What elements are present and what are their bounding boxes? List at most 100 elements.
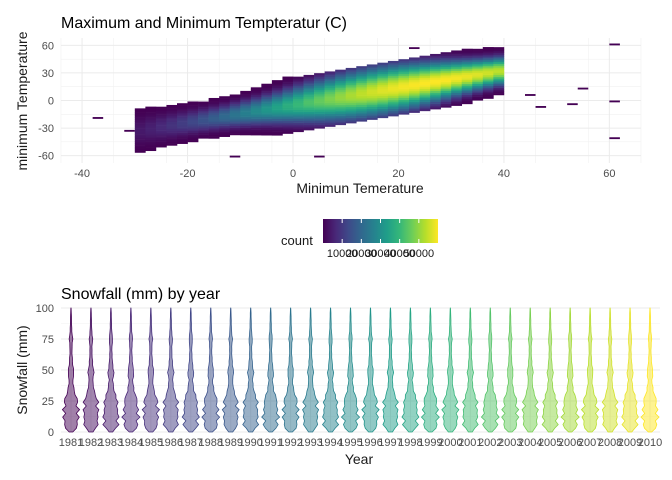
heatmap-cell bbox=[282, 78, 294, 81]
heatmap-cell bbox=[472, 56, 484, 59]
heatmap-cell bbox=[377, 101, 389, 104]
heatmap-cell bbox=[409, 88, 420, 91]
heatmap-cell bbox=[229, 116, 241, 119]
heatmap-cell bbox=[314, 76, 325, 79]
heatmap-cell bbox=[198, 129, 209, 132]
heatmap-cell bbox=[261, 124, 273, 127]
heatmap-cell bbox=[208, 101, 220, 104]
heatmap-cell bbox=[261, 114, 273, 118]
heatmap-cell bbox=[387, 101, 399, 104]
heatmap-cell bbox=[377, 88, 389, 91]
heatmap-cell bbox=[261, 91, 273, 94]
heatmap-cell bbox=[166, 114, 178, 117]
heatmap-cell bbox=[177, 128, 188, 132]
heatmap-cell bbox=[250, 92, 262, 95]
heatmap-cell bbox=[177, 105, 188, 108]
heatmap-cell bbox=[145, 145, 157, 148]
heatmap-cell bbox=[482, 63, 494, 66]
heatmap-cell bbox=[303, 122, 315, 125]
heatmap-cell bbox=[240, 125, 252, 128]
heatmap-cell bbox=[187, 121, 199, 124]
heatmap-cell bbox=[155, 106, 167, 109]
heatmap-cell bbox=[219, 132, 231, 136]
heatmap-cell bbox=[356, 115, 368, 118]
heatmap-cell bbox=[409, 70, 420, 73]
heatmap-cell bbox=[324, 117, 336, 120]
heatmap-cell bbox=[366, 110, 378, 113]
heatmap-cell bbox=[293, 117, 304, 120]
heatmap-cell bbox=[472, 57, 484, 61]
heatmap-cell bbox=[293, 100, 304, 103]
heatmap-cell bbox=[377, 86, 389, 89]
heatmap-cell bbox=[356, 117, 368, 120]
heatmap-cell bbox=[324, 104, 336, 107]
heatmap-cell bbox=[229, 96, 241, 99]
heatmap-cell bbox=[493, 91, 505, 94]
heatmap-cell bbox=[387, 73, 399, 76]
heatmap-cell bbox=[250, 96, 262, 99]
heatmap-cell bbox=[145, 136, 157, 139]
heatmap-cell bbox=[219, 103, 231, 106]
heatmap-cell bbox=[166, 112, 178, 115]
heatmap-cell bbox=[229, 131, 241, 134]
heatmap-cell bbox=[208, 131, 220, 134]
heatmap-cell bbox=[134, 123, 146, 126]
heatmap-cell bbox=[229, 111, 241, 114]
heatmap-cell bbox=[208, 123, 220, 126]
heatmap-cell bbox=[303, 82, 315, 85]
heatmap-cell bbox=[208, 105, 220, 108]
heatmap-cell bbox=[293, 111, 304, 114]
heatmap-cell bbox=[472, 78, 484, 81]
heatmap-cell bbox=[398, 64, 410, 67]
heatmap-cell bbox=[440, 103, 452, 106]
heatmap-cell bbox=[303, 100, 315, 103]
heatmap-cell bbox=[177, 117, 188, 121]
heatmap-cell bbox=[145, 117, 157, 120]
heatmap-cell bbox=[398, 72, 410, 75]
heatmap-cell bbox=[451, 74, 463, 77]
heatmap-cell bbox=[155, 115, 167, 119]
violin-1995 bbox=[340, 307, 361, 433]
heatmap-cell bbox=[240, 109, 252, 112]
heatmap-cell bbox=[187, 123, 199, 126]
heatmap-cell bbox=[145, 112, 157, 115]
heatmap-cell bbox=[440, 81, 452, 84]
heatmap-cell bbox=[440, 101, 452, 104]
heatmap-cell bbox=[419, 83, 431, 86]
heatmap-cell bbox=[250, 124, 262, 127]
heatmap-cell bbox=[398, 81, 410, 84]
heatmap-cell bbox=[198, 125, 209, 128]
heatmap-cell bbox=[208, 109, 220, 112]
violin-x-tick-label: 1998 bbox=[398, 437, 422, 449]
heatmap-x-tick-label: 40 bbox=[498, 168, 510, 180]
heatmap-cell bbox=[387, 62, 399, 65]
heatmap-cell bbox=[430, 76, 441, 79]
heatmap-cell bbox=[155, 125, 167, 128]
heatmap-cell bbox=[324, 78, 336, 81]
heatmap-outlier-cell bbox=[124, 129, 135, 132]
heatmap-cell bbox=[493, 93, 505, 96]
heatmap-cell bbox=[398, 97, 410, 100]
heatmap-cell bbox=[187, 105, 199, 108]
heatmap-cell bbox=[293, 106, 304, 109]
heatmap-cell bbox=[461, 54, 473, 57]
heatmap-cell bbox=[134, 108, 146, 111]
heatmap-cell bbox=[271, 91, 283, 94]
heatmap-cell bbox=[356, 106, 368, 109]
heatmap-cell bbox=[451, 90, 463, 94]
heatmap-cell bbox=[472, 52, 484, 55]
heatmap-cell bbox=[229, 122, 241, 125]
heatmap-cell bbox=[461, 70, 473, 73]
heatmap-cell bbox=[335, 93, 347, 96]
heatmap-cell bbox=[240, 100, 252, 103]
violin-x-tick-label: 1993 bbox=[298, 437, 322, 449]
heatmap-cell bbox=[493, 69, 505, 72]
heatmap-cell bbox=[177, 141, 188, 144]
heatmap-cell bbox=[303, 102, 315, 105]
heatmap-cell bbox=[493, 83, 505, 87]
heatmap-cell bbox=[335, 108, 347, 111]
heatmap-cell bbox=[482, 69, 494, 72]
heatmap-cell bbox=[356, 112, 368, 115]
violin-y-tick-label: 75 bbox=[42, 334, 54, 346]
violin-x-tick-label: 1982 bbox=[79, 437, 103, 449]
